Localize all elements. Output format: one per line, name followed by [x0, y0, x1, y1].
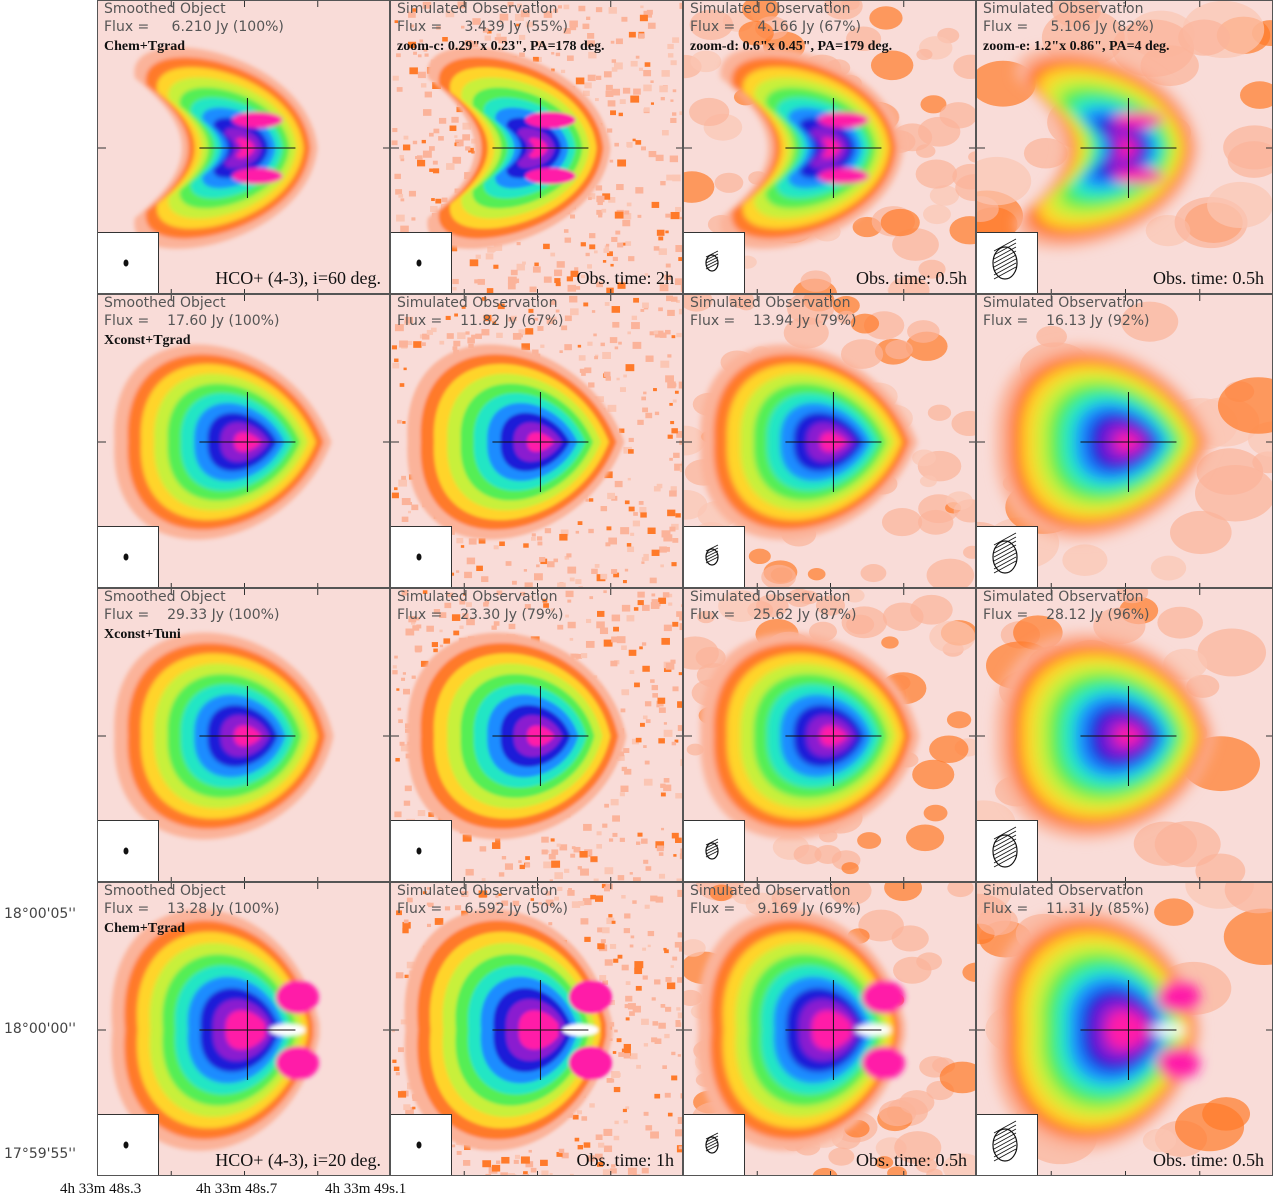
- panel-header: Simulated Observation: [397, 589, 558, 605]
- panel-caption: HCO+ (4-3), i=20 deg.: [215, 1150, 381, 1170]
- y-tick-label: 18°00'00'': [4, 1021, 76, 1037]
- panel-caption: Obs. time: 0.5h: [856, 268, 967, 288]
- intensity-map: [977, 883, 1272, 1175]
- panel-r1-c3: Simulated Observation Flux = 4.166 Jy (67…: [683, 0, 976, 294]
- panel-header: Simulated Observation: [983, 1, 1144, 17]
- intensity-map: [977, 589, 1272, 881]
- flux-readout: Flux = 29.33 Jy (100%): [104, 607, 280, 623]
- intensity-map: [977, 295, 1272, 587]
- beam-inset: [391, 526, 452, 587]
- flux-readout: Flux = 16.13 Jy (92%): [983, 313, 1150, 329]
- panel-r4-c2: Simulated Observation Flux = 6.592 Jy (50…: [390, 882, 683, 1176]
- model-label: Xconst+Tgrad: [104, 333, 191, 348]
- panel-r2-c4: Simulated Observation Flux = 16.13 Jy (92…: [976, 294, 1273, 588]
- intensity-map: [98, 1, 389, 293]
- panel-r4-c3: Simulated Observation Flux = 9.169 Jy (69…: [683, 882, 976, 1176]
- panel-r3-c1: Smoothed Object Flux = 29.33 Jy (100%) Xco…: [97, 588, 390, 882]
- panel-caption: Obs. time: 2h: [576, 268, 675, 288]
- panel-r2-c2: Simulated Observation Flux = 11.82 Jy (67…: [390, 294, 683, 588]
- flux-readout: Flux = 11.82 Jy (67%): [397, 313, 564, 329]
- panel-caption: Obs. time: 1h: [576, 1150, 675, 1170]
- flux-readout: Flux = 13.28 Jy (100%): [104, 901, 280, 917]
- beam-inset: [98, 820, 159, 881]
- panel-header: Simulated Observation: [397, 1, 558, 17]
- flux-readout: Flux = 13.94 Jy (79%): [690, 313, 857, 329]
- panel-header: Simulated Observation: [690, 589, 851, 605]
- intensity-map: [391, 883, 682, 1175]
- beam-inset: [98, 232, 159, 293]
- model-label: Chem+Tgrad: [104, 39, 186, 54]
- panel-header: Smoothed Object: [104, 883, 226, 899]
- y-tick-label: 17°59'55'': [4, 1146, 76, 1162]
- model-label: Xconst+Tuni: [104, 627, 181, 642]
- intensity-map: [391, 589, 682, 881]
- panel-header: Simulated Observation: [983, 589, 1144, 605]
- panel-r4-c4: Simulated Observation Flux = 11.31 Jy (85…: [976, 882, 1273, 1176]
- panel-caption: Obs. time: 0.5h: [1153, 1150, 1264, 1170]
- beam-inset: [684, 232, 745, 293]
- beam-inset: [977, 526, 1038, 587]
- panel-header: Smoothed Object: [104, 295, 226, 311]
- intensity-map: [98, 589, 389, 881]
- beam-inset: [391, 1114, 452, 1175]
- panel-r3-c4: Simulated Observation Flux = 28.12 Jy (96…: [976, 588, 1273, 882]
- panel-r2-c3: Simulated Observation Flux = 13.94 Jy (79…: [683, 294, 976, 588]
- model-label: zoom-d: 0.6"x 0.45", PA=179 deg.: [690, 39, 893, 54]
- panel-caption: Obs. time: 0.5h: [856, 1150, 967, 1170]
- flux-readout: Flux = 6.592 Jy (50%): [397, 901, 568, 917]
- panel-r1-c2: Simulated Observation Flux = 3.439 Jy (55…: [390, 0, 683, 294]
- flux-readout: Flux = 25.62 Jy (87%): [690, 607, 857, 623]
- beam-inset: [684, 526, 745, 587]
- flux-readout: Flux = 28.12 Jy (96%): [983, 607, 1150, 623]
- beam-inset: [391, 820, 452, 881]
- intensity-map: [98, 883, 389, 1175]
- x-tick-label: 4h 33m 49s.1: [325, 1181, 407, 1197]
- beam-inset: [977, 232, 1038, 293]
- intensity-map: [684, 295, 975, 587]
- x-tick-label: 4h 33m 48s.7: [196, 1181, 278, 1197]
- model-label: Chem+Tgrad: [104, 921, 186, 936]
- flux-readout: Flux = 11.31 Jy (85%): [983, 901, 1150, 917]
- panel-r1-c4: Simulated Observation Flux = 5.106 Jy (82…: [976, 0, 1273, 294]
- intensity-map: [684, 1, 975, 293]
- flux-readout: Flux = 5.106 Jy (82%): [983, 19, 1154, 35]
- panel-header: Smoothed Object: [104, 589, 226, 605]
- beam-inset: [977, 1114, 1038, 1175]
- panel-header: Smoothed Object: [104, 1, 226, 17]
- flux-readout: Flux = 6.210 Jy (100%): [104, 19, 284, 35]
- intensity-map: [98, 295, 389, 587]
- beam-inset: [98, 526, 159, 587]
- model-label: zoom-e: 1.2"x 0.86", PA=4 deg.: [983, 39, 1170, 54]
- flux-readout: Flux = 17.60 Jy (100%): [104, 313, 280, 329]
- beam-inset: [684, 1114, 745, 1175]
- y-tick-label: 18°00'05'': [4, 906, 76, 922]
- panel-header: Simulated Observation: [397, 883, 558, 899]
- panel-header: Simulated Observation: [690, 295, 851, 311]
- panel-caption: HCO+ (4-3), i=60 deg.: [215, 268, 381, 288]
- flux-readout: Flux = 9.169 Jy (69%): [690, 901, 861, 917]
- flux-readout: Flux = 4.166 Jy (67%): [690, 19, 861, 35]
- beam-inset: [98, 1114, 159, 1175]
- flux-readout: Flux = 23.30 Jy (79%): [397, 607, 564, 623]
- beam-inset: [391, 232, 452, 293]
- panel-r1-c1: Smoothed Object Flux = 6.210 Jy (100%) Che…: [97, 0, 390, 294]
- panel-r2-c1: Smoothed Object Flux = 17.60 Jy (100%) Xco…: [97, 294, 390, 588]
- panel-header: Simulated Observation: [690, 883, 851, 899]
- flux-readout: Flux = 3.439 Jy (55%): [397, 19, 568, 35]
- x-tick-label: 4h 33m 48s.3: [60, 1181, 142, 1197]
- panel-r4-c1: Smoothed Object Flux = 13.28 Jy (100%) Che…: [97, 882, 390, 1176]
- panel-caption: Obs. time: 0.5h: [1153, 268, 1264, 288]
- model-label: zoom-c: 0.29"x 0.23", PA=178 deg.: [397, 39, 605, 54]
- beam-inset: [684, 820, 745, 881]
- panel-header: Simulated Observation: [983, 295, 1144, 311]
- panel-r3-c3: Simulated Observation Flux = 25.62 Jy (87…: [683, 588, 976, 882]
- beam-inset: [977, 820, 1038, 881]
- panel-r3-c2: Simulated Observation Flux = 23.30 Jy (79…: [390, 588, 683, 882]
- panel-header: Simulated Observation: [983, 883, 1144, 899]
- panel-header: Simulated Observation: [690, 1, 851, 17]
- intensity-map: [684, 589, 975, 881]
- panel-header: Simulated Observation: [397, 295, 558, 311]
